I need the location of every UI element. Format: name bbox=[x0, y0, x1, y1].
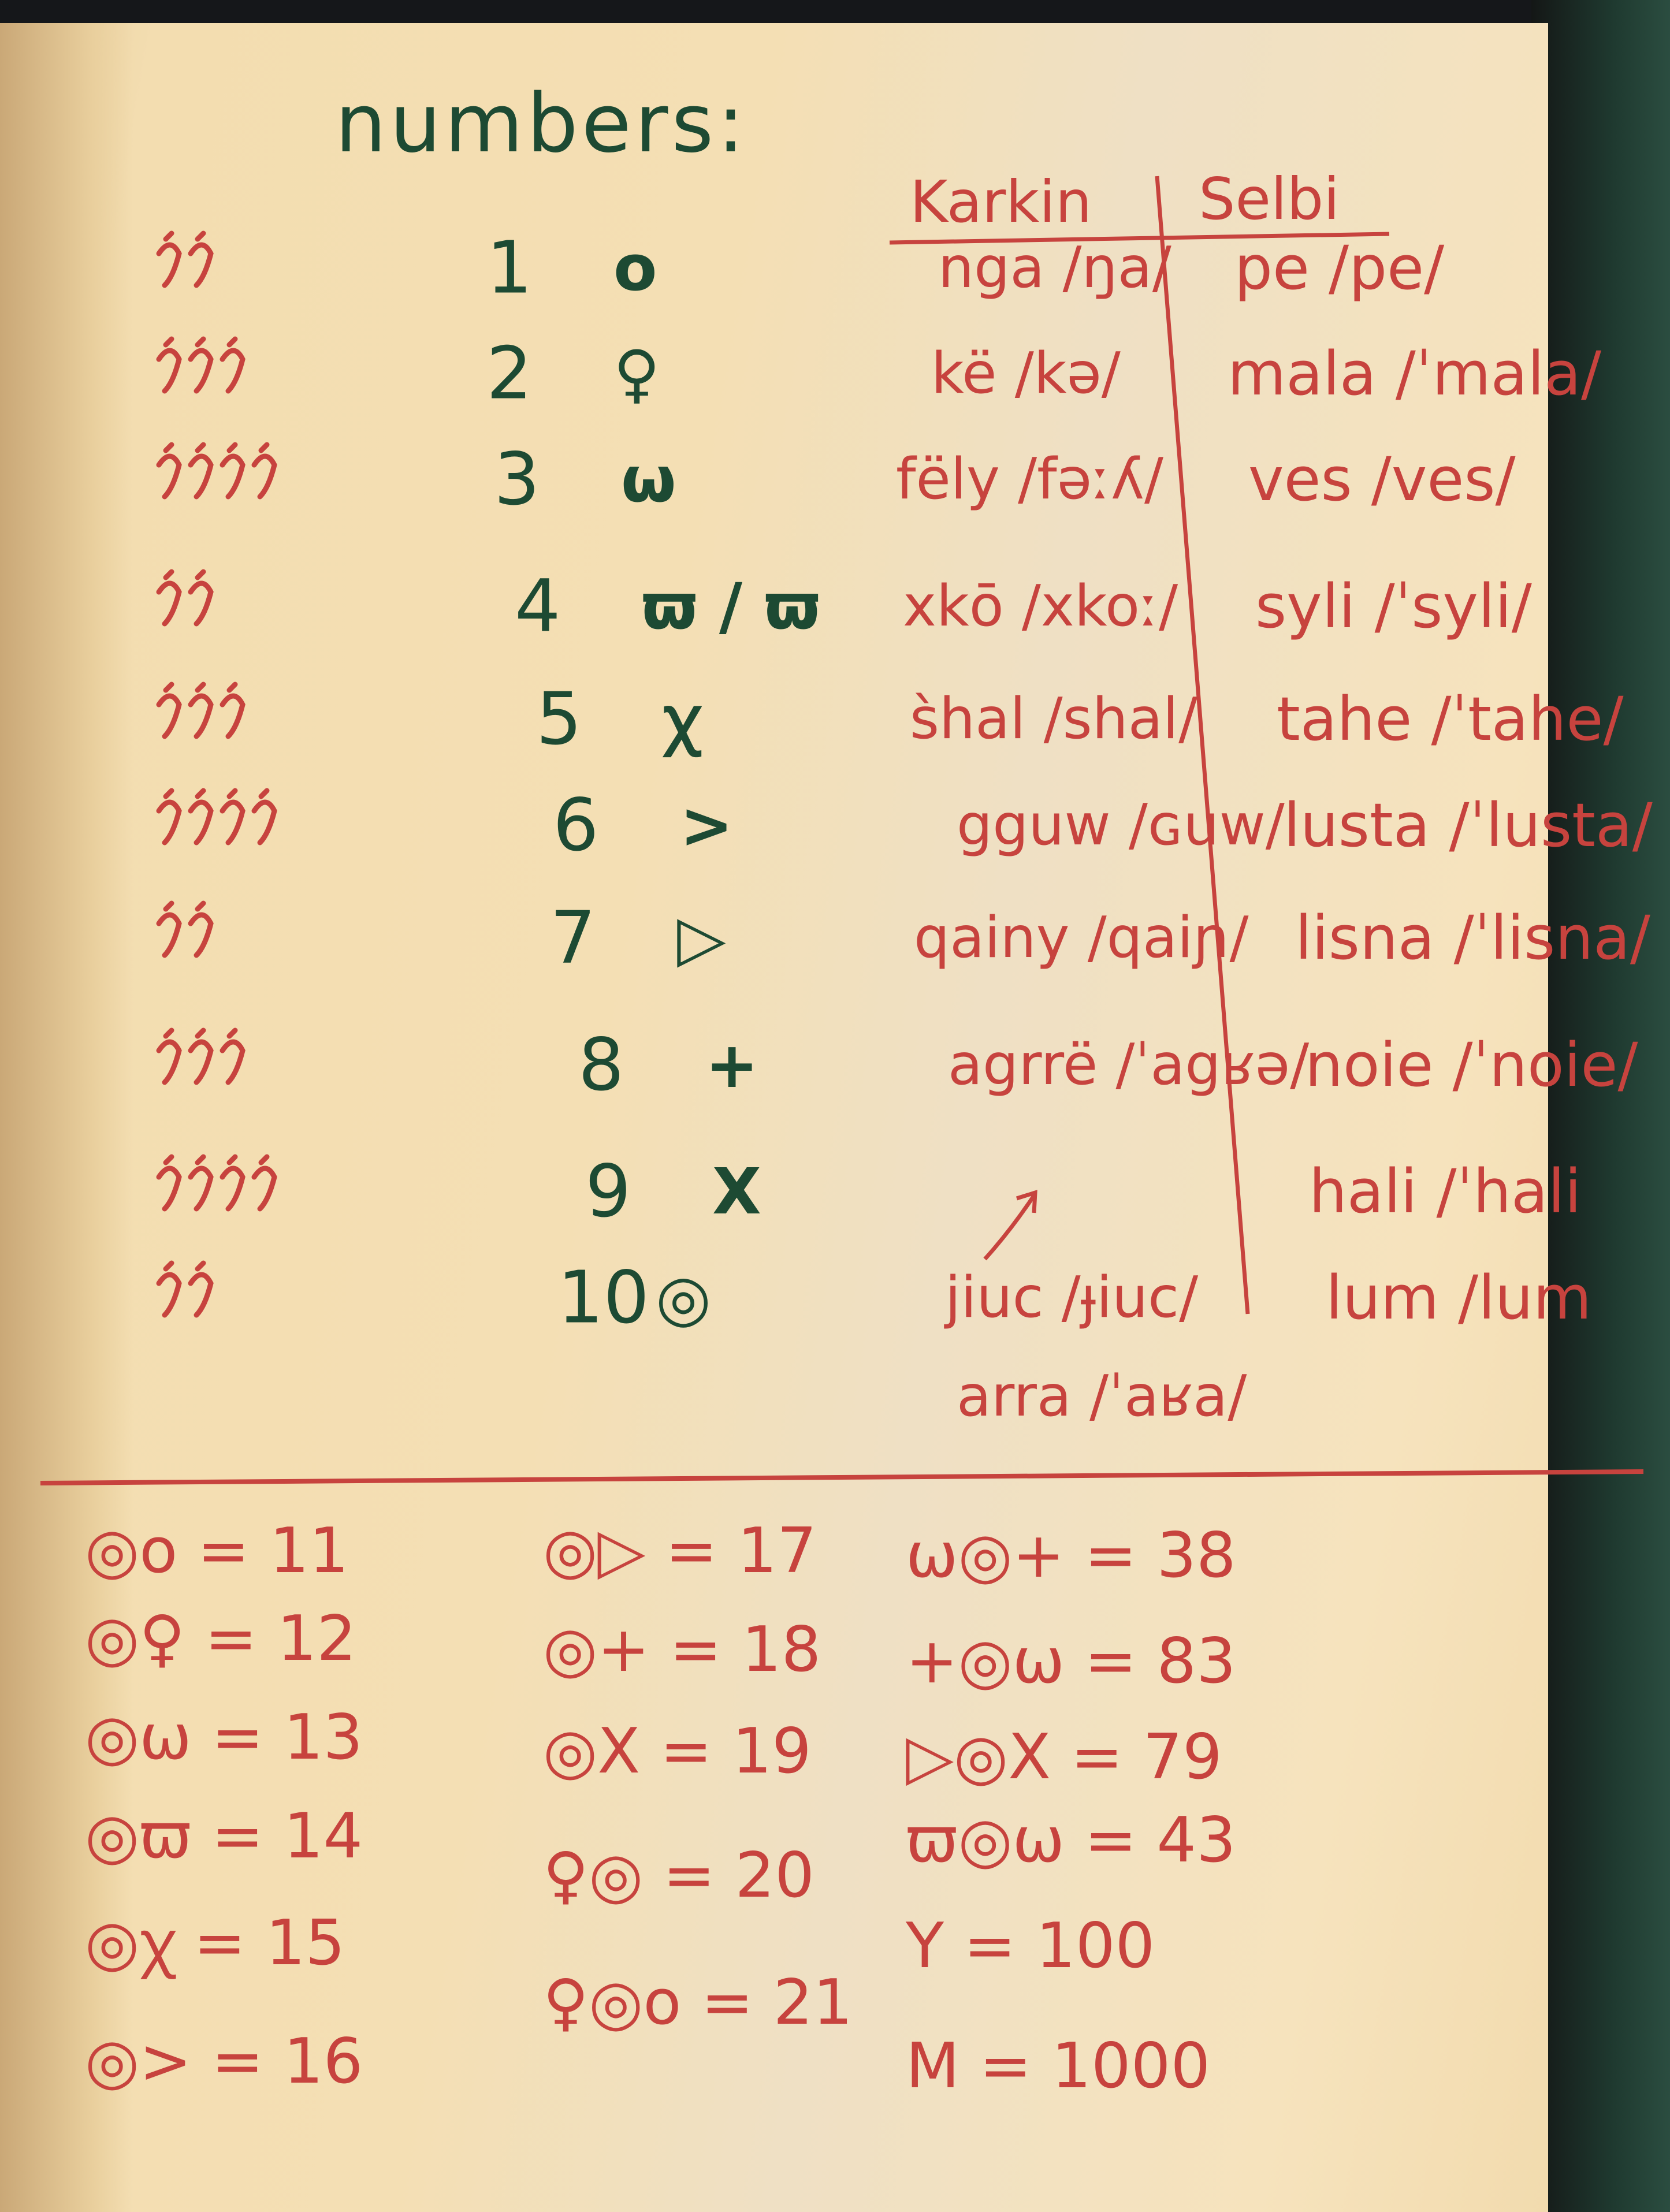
native-script-glyph bbox=[156, 1260, 214, 1318]
numeral: 6 bbox=[553, 783, 599, 867]
number-equation: ♀◎o = 21 bbox=[543, 1967, 853, 2039]
numeral: 10 bbox=[557, 1256, 650, 1340]
karkin-word-extra: arra /ˈaʁa/ bbox=[957, 1364, 1247, 1429]
native-script-glyph bbox=[156, 442, 277, 500]
header-underline bbox=[889, 232, 1390, 245]
section-divider bbox=[40, 1469, 1644, 1485]
number-symbol: ▷ bbox=[677, 901, 726, 975]
selbi-word: lusta /ˈlusta/ bbox=[1284, 790, 1653, 861]
header-karkin: Karkin bbox=[910, 168, 1092, 236]
number-equation: ◎ϖ = 14 bbox=[85, 1800, 363, 1872]
numeral: 4 bbox=[515, 564, 561, 649]
number-equation: ♀◎ = 20 bbox=[543, 1839, 814, 1912]
native-script-glyph bbox=[156, 900, 214, 958]
number-equation: +◎ω = 83 bbox=[906, 1625, 1236, 1697]
numeral: 7 bbox=[550, 896, 596, 980]
karkin-word: xkō /xkoː/ bbox=[903, 574, 1178, 639]
number-equation: ◎o = 11 bbox=[85, 1515, 349, 1587]
native-script-glyph bbox=[156, 1154, 277, 1212]
karkin-word: fëly /fəːʎ/ bbox=[896, 446, 1164, 512]
selbi-word: mala /ˈmala/ bbox=[1228, 338, 1602, 409]
number-equation: M = 1000 bbox=[906, 2030, 1211, 2102]
native-script-glyph bbox=[156, 788, 277, 846]
selbi-word: lum /lum bbox=[1326, 1263, 1592, 1333]
number-equation: ◎♀ = 12 bbox=[85, 1603, 356, 1675]
number-symbol: ♀ bbox=[613, 337, 660, 411]
numeral: 1 bbox=[486, 226, 533, 310]
selbi-word: pe /pe/ bbox=[1234, 233, 1445, 303]
page-title: numbers: bbox=[335, 77, 748, 171]
karkin-word: kë /kə/ bbox=[931, 341, 1121, 407]
numeral: 3 bbox=[494, 437, 540, 522]
number-symbol: ◎ bbox=[656, 1261, 711, 1335]
number-equation: ▷◎X = 79 bbox=[906, 1721, 1222, 1793]
numeral: 9 bbox=[585, 1149, 631, 1234]
native-script-glyph bbox=[156, 1027, 246, 1085]
selbi-word: syli /ˈsyli/ bbox=[1255, 571, 1532, 642]
number-symbol: > bbox=[680, 788, 734, 862]
number-symbol: ω bbox=[621, 442, 676, 516]
karkin-word: jiuc /ɟiuc/ bbox=[945, 1265, 1199, 1331]
number-equation: ◎X = 19 bbox=[543, 1715, 812, 1788]
numeral: 5 bbox=[536, 677, 582, 761]
number-symbol: o bbox=[613, 231, 657, 305]
number-symbol: + bbox=[705, 1028, 759, 1102]
number-symbol: ꭓ bbox=[663, 682, 698, 756]
selbi-word: lisna /ˈlisna/ bbox=[1295, 903, 1650, 973]
native-script-glyph bbox=[156, 682, 246, 739]
number-equation: ◎+ = 18 bbox=[543, 1614, 821, 1686]
number-equation: ◎▷ = 17 bbox=[543, 1515, 817, 1587]
number-symbol: X bbox=[712, 1155, 761, 1228]
arrow-icon bbox=[983, 1190, 1037, 1261]
karkin-word: agrrë /ˈagʁə/ bbox=[948, 1032, 1310, 1098]
notebook-page bbox=[0, 23, 1548, 2212]
selbi-word: tahe /ˈtahe/ bbox=[1277, 684, 1624, 754]
numeral: 8 bbox=[578, 1023, 624, 1107]
column-divider bbox=[1155, 176, 1250, 1314]
number-equation: Y = 100 bbox=[906, 1910, 1155, 1982]
number-equation: ◎ꭓ = 15 bbox=[85, 1907, 345, 1979]
selbi-word: ves /ves/ bbox=[1248, 444, 1516, 515]
number-equation: ◎ω = 13 bbox=[85, 1701, 363, 1774]
number-equation: ◎> = 16 bbox=[85, 2025, 363, 2098]
page-fold-binding bbox=[0, 23, 133, 2212]
selbi-word: hali /ˈhali bbox=[1309, 1156, 1582, 1227]
karkin-word: qainy /qaiɲ/ bbox=[914, 905, 1249, 971]
native-script-glyph bbox=[156, 569, 214, 627]
native-script-glyph bbox=[156, 230, 214, 288]
number-symbol: ϖ / ϖ bbox=[642, 569, 820, 643]
karkin-word: gguw /ɢuw/ bbox=[957, 792, 1285, 858]
native-script-glyph bbox=[156, 336, 246, 394]
number-equation: ϖ◎ω = 43 bbox=[906, 1804, 1236, 1876]
karkin-word: nga /ŋa/ bbox=[938, 235, 1171, 301]
karkin-word: s̀hal /shal/ bbox=[910, 686, 1198, 752]
selbi-word: noie /ˈnoie/ bbox=[1305, 1030, 1638, 1100]
numeral: 2 bbox=[486, 332, 533, 416]
background-right bbox=[1531, 0, 1670, 2212]
header-selbi: Selbi bbox=[1199, 165, 1340, 233]
number-equation: ω◎+ = 38 bbox=[906, 1520, 1236, 1592]
